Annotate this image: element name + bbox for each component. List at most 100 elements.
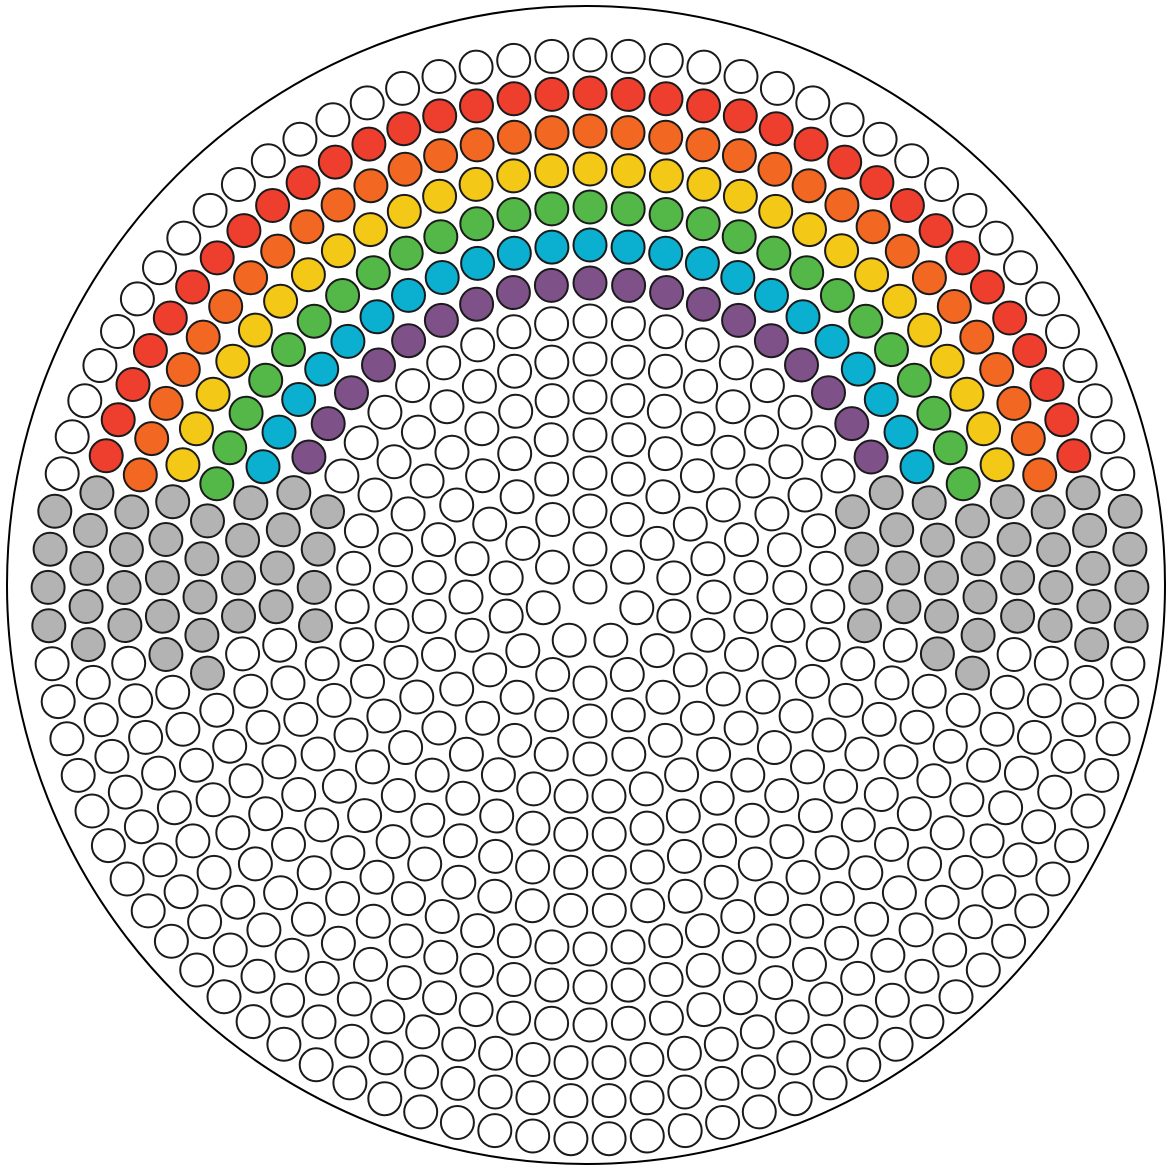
bead — [629, 810, 665, 846]
bead — [795, 663, 830, 699]
bead — [310, 494, 345, 530]
bead — [766, 532, 802, 568]
bead — [948, 854, 984, 890]
bead — [811, 717, 847, 753]
bead — [60, 757, 96, 793]
bead — [619, 590, 655, 626]
bead — [496, 81, 532, 117]
bead — [774, 999, 810, 1035]
bead — [1044, 402, 1080, 438]
bead — [945, 240, 981, 276]
bead — [680, 411, 716, 447]
bead — [919, 636, 955, 672]
bead — [648, 119, 684, 155]
bead — [478, 838, 514, 874]
bead — [916, 763, 952, 799]
bead — [874, 826, 909, 862]
bead — [1012, 333, 1048, 368]
bead — [991, 923, 1027, 959]
bead — [75, 664, 111, 700]
bead — [720, 899, 756, 934]
bead — [179, 952, 215, 988]
bead — [645, 479, 681, 515]
bead — [1076, 589, 1112, 624]
bead — [648, 81, 684, 117]
bead — [647, 353, 683, 389]
bead — [881, 283, 917, 319]
bead — [648, 1000, 684, 1036]
bead — [1036, 532, 1072, 568]
bead — [459, 952, 495, 988]
bead — [996, 637, 1032, 672]
bead — [212, 430, 248, 466]
bead — [534, 967, 570, 1003]
bead — [376, 444, 412, 480]
bead — [572, 931, 608, 967]
bead — [349, 85, 385, 121]
bead — [992, 300, 1028, 336]
bead — [155, 674, 191, 710]
bead — [488, 598, 524, 634]
bead — [1021, 809, 1057, 845]
bead — [465, 458, 501, 494]
bead — [647, 436, 683, 472]
bead — [421, 522, 456, 558]
bead — [639, 525, 675, 561]
bead — [515, 1042, 551, 1077]
bead — [690, 541, 726, 577]
bead — [283, 701, 319, 737]
bead — [472, 506, 508, 542]
bead — [664, 757, 700, 793]
bead — [270, 982, 306, 1018]
bead — [100, 314, 135, 349]
bead — [949, 782, 985, 818]
bead — [629, 1042, 665, 1077]
bead — [505, 525, 541, 561]
bead — [195, 782, 231, 818]
bead — [955, 503, 990, 539]
bead — [263, 875, 299, 911]
bead — [404, 1054, 440, 1090]
bead — [840, 646, 876, 682]
bead — [1038, 570, 1074, 605]
bead — [479, 798, 515, 834]
bead — [1112, 531, 1148, 567]
bead — [343, 513, 379, 549]
bead — [646, 393, 682, 429]
bead — [610, 461, 646, 497]
bead — [699, 780, 735, 816]
bead — [854, 257, 890, 293]
bead — [233, 673, 269, 709]
bead — [591, 816, 627, 852]
bead — [260, 233, 296, 269]
bead — [434, 434, 470, 470]
bead — [516, 771, 552, 807]
bead — [107, 608, 143, 643]
bead — [962, 579, 998, 615]
bead — [535, 502, 571, 537]
bead — [721, 138, 757, 174]
bead — [629, 1080, 665, 1116]
bead — [1072, 512, 1108, 548]
bead — [165, 447, 201, 483]
bead — [296, 303, 332, 339]
bead — [1061, 702, 1097, 738]
bead — [118, 683, 154, 719]
bead — [359, 859, 395, 895]
bead — [199, 466, 235, 502]
bead — [152, 300, 188, 336]
bead — [421, 710, 457, 746]
bead — [1114, 569, 1150, 605]
bead — [515, 1080, 551, 1116]
bead — [778, 698, 814, 734]
bead — [879, 512, 915, 548]
bead — [685, 952, 721, 988]
bead — [315, 102, 351, 138]
bead — [853, 439, 889, 475]
bead — [749, 368, 785, 404]
bead — [883, 744, 919, 780]
bead — [225, 636, 261, 672]
bead — [94, 738, 130, 774]
bead — [448, 736, 484, 772]
